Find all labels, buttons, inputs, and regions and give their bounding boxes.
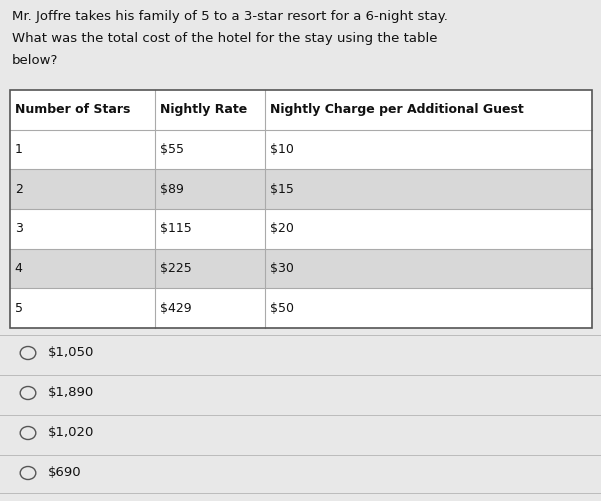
Bar — [10, 90, 592, 130]
Text: $115: $115 — [160, 222, 192, 235]
Text: $30: $30 — [270, 262, 294, 275]
Text: $50: $50 — [270, 302, 294, 315]
Bar — [10, 289, 592, 328]
Text: below?: below? — [12, 54, 58, 67]
Text: 4: 4 — [15, 262, 23, 275]
Text: $89: $89 — [160, 183, 184, 196]
Text: $10: $10 — [270, 143, 294, 156]
Text: 2: 2 — [15, 183, 23, 196]
Text: $1,050: $1,050 — [48, 347, 94, 360]
Text: $1,020: $1,020 — [48, 426, 94, 439]
Text: $429: $429 — [160, 302, 192, 315]
Text: $15: $15 — [270, 183, 294, 196]
Text: Number of Stars: Number of Stars — [15, 103, 130, 116]
Bar — [10, 248, 592, 289]
Bar — [10, 169, 592, 209]
Text: Mr. Joffre takes his family of 5 to a 3-star resort for a 6-night stay.: Mr. Joffre takes his family of 5 to a 3-… — [12, 10, 448, 23]
Text: $55: $55 — [160, 143, 184, 156]
Text: $1,890: $1,890 — [48, 386, 94, 399]
Bar — [10, 130, 592, 169]
Text: Nightly Charge per Additional Guest: Nightly Charge per Additional Guest — [270, 103, 523, 116]
Text: $225: $225 — [160, 262, 192, 275]
Text: 1: 1 — [15, 143, 23, 156]
Text: 5: 5 — [15, 302, 23, 315]
Text: $690: $690 — [48, 466, 82, 479]
Text: What was the total cost of the hotel for the stay using the table: What was the total cost of the hotel for… — [12, 32, 438, 45]
Text: 3: 3 — [15, 222, 23, 235]
Bar — [10, 209, 592, 248]
Text: Nightly Rate: Nightly Rate — [160, 103, 247, 116]
Text: $20: $20 — [270, 222, 294, 235]
